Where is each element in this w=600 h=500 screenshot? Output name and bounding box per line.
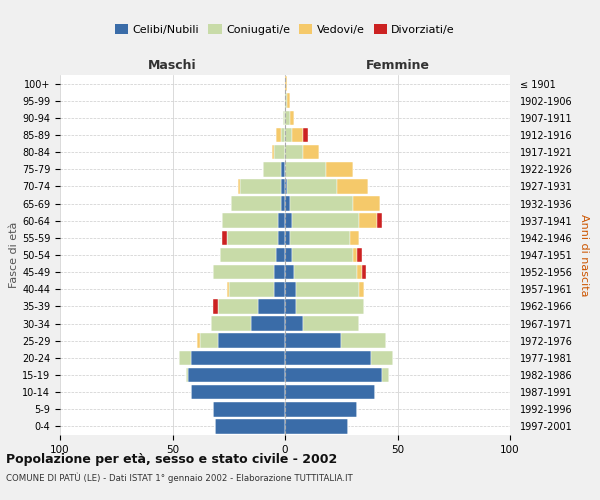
Bar — [215, 419, 285, 434]
Bar — [258, 299, 285, 314]
Bar — [296, 282, 359, 296]
Bar — [285, 128, 292, 142]
Bar — [285, 179, 287, 194]
Bar — [274, 265, 285, 280]
Bar — [276, 128, 281, 142]
Bar — [199, 334, 218, 348]
Bar — [238, 179, 240, 194]
Bar — [274, 145, 285, 160]
Bar — [357, 248, 361, 262]
Bar — [251, 316, 285, 331]
Bar — [285, 145, 303, 160]
Bar — [361, 265, 366, 280]
Bar — [285, 265, 294, 280]
Bar — [303, 145, 319, 160]
Bar — [281, 196, 285, 211]
Bar — [287, 94, 290, 108]
Bar — [325, 162, 353, 176]
Bar — [292, 214, 359, 228]
Bar — [285, 350, 371, 365]
Bar — [350, 230, 359, 245]
Bar — [188, 368, 285, 382]
Bar — [377, 214, 382, 228]
Bar — [290, 110, 294, 125]
Y-axis label: Anni di nascita: Anni di nascita — [579, 214, 589, 296]
Bar — [359, 214, 377, 228]
Bar — [191, 350, 285, 365]
Bar — [285, 334, 341, 348]
Bar — [371, 350, 393, 365]
Bar — [285, 368, 382, 382]
Bar — [303, 316, 359, 331]
Bar — [285, 196, 290, 211]
Bar — [222, 214, 278, 228]
Bar — [285, 402, 357, 416]
Bar — [227, 230, 278, 245]
Bar — [240, 179, 281, 194]
Bar — [211, 316, 251, 331]
Bar — [281, 162, 285, 176]
Text: Popolazione per età, sesso e stato civile - 2002: Popolazione per età, sesso e stato civil… — [6, 452, 337, 466]
Y-axis label: Fasce di età: Fasce di età — [9, 222, 19, 288]
Bar — [357, 265, 361, 280]
Bar — [213, 265, 274, 280]
Text: Maschi: Maschi — [148, 60, 197, 72]
Bar — [276, 248, 285, 262]
Bar — [281, 128, 285, 142]
Bar — [285, 94, 287, 108]
Bar — [353, 196, 380, 211]
Text: COMUNE DI PATÙ (LE) - Dati ISTAT 1° gennaio 2002 - Elaborazione TUTTITALIA.IT: COMUNE DI PATÙ (LE) - Dati ISTAT 1° genn… — [6, 472, 353, 483]
Bar — [218, 299, 258, 314]
Text: Femmine: Femmine — [365, 60, 430, 72]
Bar — [213, 402, 285, 416]
Bar — [278, 214, 285, 228]
Bar — [285, 248, 292, 262]
Bar — [290, 196, 353, 211]
Bar — [285, 76, 287, 91]
Bar — [285, 162, 325, 176]
Bar — [285, 299, 296, 314]
Bar — [287, 179, 337, 194]
Bar — [229, 282, 274, 296]
Bar — [285, 110, 290, 125]
Bar — [359, 282, 364, 296]
Bar — [186, 368, 188, 382]
Bar — [382, 368, 389, 382]
Bar — [197, 334, 199, 348]
Bar — [231, 196, 281, 211]
Bar — [281, 179, 285, 194]
Bar — [283, 110, 285, 125]
Bar — [179, 350, 191, 365]
Bar — [290, 230, 350, 245]
Bar — [278, 230, 285, 245]
Bar — [292, 248, 353, 262]
Bar — [220, 248, 276, 262]
Bar — [294, 265, 357, 280]
Bar — [292, 128, 303, 142]
Bar — [218, 334, 285, 348]
Bar — [222, 230, 227, 245]
Bar — [274, 282, 285, 296]
Bar — [296, 299, 364, 314]
Bar — [337, 179, 368, 194]
Bar — [285, 230, 290, 245]
Bar — [341, 334, 386, 348]
Bar — [303, 128, 308, 142]
Bar — [191, 385, 285, 400]
Bar — [213, 299, 218, 314]
Bar — [271, 145, 274, 160]
Bar — [227, 282, 229, 296]
Bar — [285, 214, 292, 228]
Bar — [285, 385, 375, 400]
Bar — [285, 316, 303, 331]
Bar — [353, 248, 357, 262]
Legend: Celibi/Nubili, Coniugati/e, Vedovi/e, Divorziati/e: Celibi/Nubili, Coniugati/e, Vedovi/e, Di… — [110, 20, 460, 39]
Bar — [285, 282, 296, 296]
Bar — [285, 419, 348, 434]
Bar — [263, 162, 281, 176]
